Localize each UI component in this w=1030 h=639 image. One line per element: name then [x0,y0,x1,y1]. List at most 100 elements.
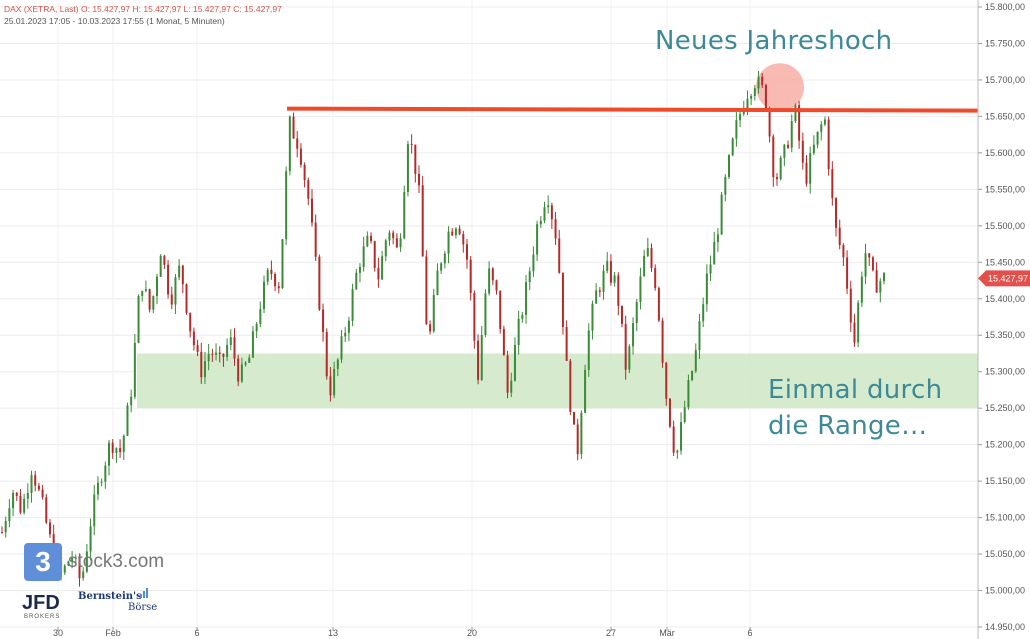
candle-body [705,273,708,305]
candle-body [93,494,96,527]
candle-body [370,235,373,242]
candle-body [842,245,845,258]
candle-body [443,253,446,264]
candle-body [805,162,808,184]
candle-body [240,364,243,382]
candle-body [639,276,642,302]
candle-body [561,272,564,327]
candle-body [155,276,158,297]
candle-body [429,324,432,332]
last-price-marker: 15.427,97 [978,270,1030,287]
candle-body [491,268,494,281]
x-tick-label: 13 [328,628,338,638]
candle-body [233,337,236,359]
candle-body [835,198,838,228]
candle-body [310,198,313,223]
candle-body [19,495,22,513]
candle-body [768,109,771,137]
candle-body [761,76,764,85]
candle-body [340,336,343,360]
candle-body [820,124,823,132]
y-tick-label: 15.700,00 [985,75,1025,85]
candle-body [26,492,29,499]
candle-body [347,320,350,333]
candle-body [694,350,697,372]
candle-body [8,508,11,522]
candle-body [163,255,166,265]
candle-body [477,340,480,380]
candle-body [495,280,498,291]
candle-body [263,281,266,310]
candle-body [635,301,638,324]
candle-body [336,359,339,369]
candle-body [159,255,162,277]
candle-body [152,296,155,310]
borse-logo: Börse [128,602,158,613]
candle-body [167,264,170,295]
candle-body [838,227,841,246]
candle-body [78,557,81,579]
candle-body [794,105,797,122]
y-tick-label: 15.300,00 [985,367,1025,377]
x-tick-label: 6 [747,628,752,638]
candle-body [720,194,723,235]
candle-body [735,120,738,139]
candle-body [746,98,749,109]
candle-body [764,84,767,110]
candle-body [1,532,3,534]
y-tick-label: 15.400,00 [985,294,1025,304]
candle-body [454,228,457,236]
candle-body [314,222,317,257]
annotation-range-line2: die Range… [768,411,928,441]
candle-body [790,121,793,148]
candle-body [333,368,336,396]
resistance-line [286,106,979,113]
candle-body [71,558,74,562]
candle-body [462,234,465,245]
candle-body [307,180,310,199]
y-tick-label: 15.350,00 [985,330,1025,340]
candle-body [558,238,561,273]
candle-body [772,136,775,178]
candle-body [255,323,258,332]
candle-body [170,294,173,305]
candle-body [871,257,874,271]
candle-body [244,362,247,365]
candle-body [606,261,609,271]
candle-body [96,482,99,495]
y-tick-label: 15.150,00 [985,476,1025,486]
candle-body [668,398,671,427]
candle-body [812,144,815,154]
candle-body [687,380,690,408]
candle-body [569,360,572,412]
candle-body [584,369,587,413]
stock3-mark: 3 [24,543,62,581]
candle-body [108,442,111,466]
candle-body [846,257,849,289]
candle-body [388,232,391,241]
candle-body [137,296,140,343]
x-axis-ticks: 30 Feb 6 13 20 27 Mär 6 [53,627,753,638]
candle-body [100,481,103,483]
candle-body [229,337,232,346]
candle-body [801,140,804,163]
candle-body [82,571,85,579]
period-header: 25.01.2023 17:05 - 10.03.2023 17:55 (1 M… [4,16,225,26]
candle-body [41,489,44,498]
candle-body [624,324,627,370]
candle-body [373,241,376,268]
candle-body [322,309,325,332]
range-band [137,353,978,409]
candle-body [211,353,214,355]
candle-body [425,256,428,325]
annotation-annual-high: Neues Jahreshoch [655,26,893,56]
candle-body [598,290,601,292]
candle-body [115,448,118,453]
candle-body [753,88,756,97]
candle-body [403,191,406,239]
y-tick-label: 14.950,00 [985,622,1025,632]
candle-body [702,304,705,322]
candle-body [192,331,195,346]
candle-body [672,426,675,453]
candle-body [879,281,882,293]
